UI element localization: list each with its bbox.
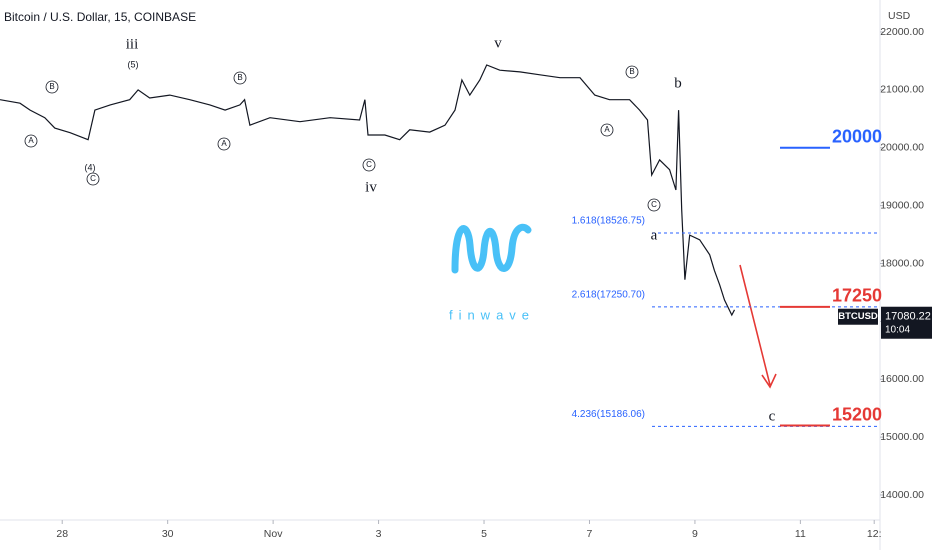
projection-arrow [739, 264, 777, 389]
x-tick-label: 5 [481, 528, 487, 540]
wave-label: B [49, 82, 54, 91]
wave-circle [45, 80, 59, 94]
price-tag [881, 306, 932, 339]
logo-wave [451, 223, 532, 274]
wave-label: v [494, 35, 502, 51]
wave-circle [647, 198, 661, 212]
symbol-tag [838, 308, 878, 325]
x-tick-label: 28 [56, 528, 68, 540]
x-tick-label: 30 [162, 528, 174, 540]
wave-label: c [769, 408, 776, 424]
target-label: 20000 [832, 127, 882, 147]
chart-title: Bitcoin / U.S. Dollar, 15, COINBASE [4, 10, 196, 24]
x-tick-label: 3 [376, 528, 382, 540]
x-tick-label: 7 [587, 528, 593, 540]
wave-label: (5) [128, 59, 139, 69]
wave-circle [24, 134, 38, 148]
wave-label: A [221, 139, 227, 148]
y-tick-label: 22000.00 [880, 26, 924, 38]
logo: finwave [449, 223, 535, 322]
fib-label: 1.618(18526.75) [572, 216, 645, 227]
wave-circle [233, 71, 247, 85]
wave-label: C [90, 174, 96, 183]
fib-label: 2.618(17250.70) [572, 290, 645, 301]
x-tick-label: 12: [867, 528, 882, 540]
x-tick-label: 11 [795, 528, 806, 540]
y-tick-label: 18000.00 [880, 257, 924, 269]
y-tick-label: 19000.00 [880, 199, 924, 211]
y-tick-label: 21000.00 [880, 84, 924, 96]
wave-label: (4) [85, 162, 96, 172]
y-tick-label: 16000.00 [880, 373, 924, 385]
wave-label: iv [365, 179, 377, 195]
wave-label: B [237, 73, 242, 82]
x-tick-label: Nov [264, 528, 283, 540]
price-line [0, 64, 736, 317]
y-axis-label: USD [888, 10, 911, 22]
wave-circle [625, 65, 639, 79]
wave-label: b [674, 75, 682, 91]
x-tick-label: 9 [692, 528, 698, 540]
target-label: 15200 [832, 404, 882, 424]
wave-label: C [366, 160, 372, 169]
wave-circle [600, 123, 614, 137]
wave-label: B [629, 67, 634, 76]
wave-circle [217, 137, 231, 151]
price-tag-label: 17080.22 [885, 311, 931, 323]
wave-label: a [651, 227, 658, 243]
y-tick-label: 20000.00 [880, 142, 924, 154]
logo-text: finwave [449, 307, 535, 322]
wave-label: A [28, 136, 34, 145]
wave-circle [86, 172, 100, 186]
fib-label: 4.236(15186.06) [572, 409, 645, 420]
target-label: 17250 [832, 286, 882, 306]
countdown-label: 10:04 [885, 324, 910, 335]
y-tick-label: 15000.00 [880, 431, 924, 443]
symbol-tag-label: BTCUSD [838, 311, 878, 322]
wave-circle [362, 158, 376, 172]
y-tick-label: 14000.00 [880, 489, 924, 501]
wave-label: C [651, 200, 657, 209]
wave-label: iii [126, 36, 139, 52]
wave-label: A [604, 125, 610, 134]
